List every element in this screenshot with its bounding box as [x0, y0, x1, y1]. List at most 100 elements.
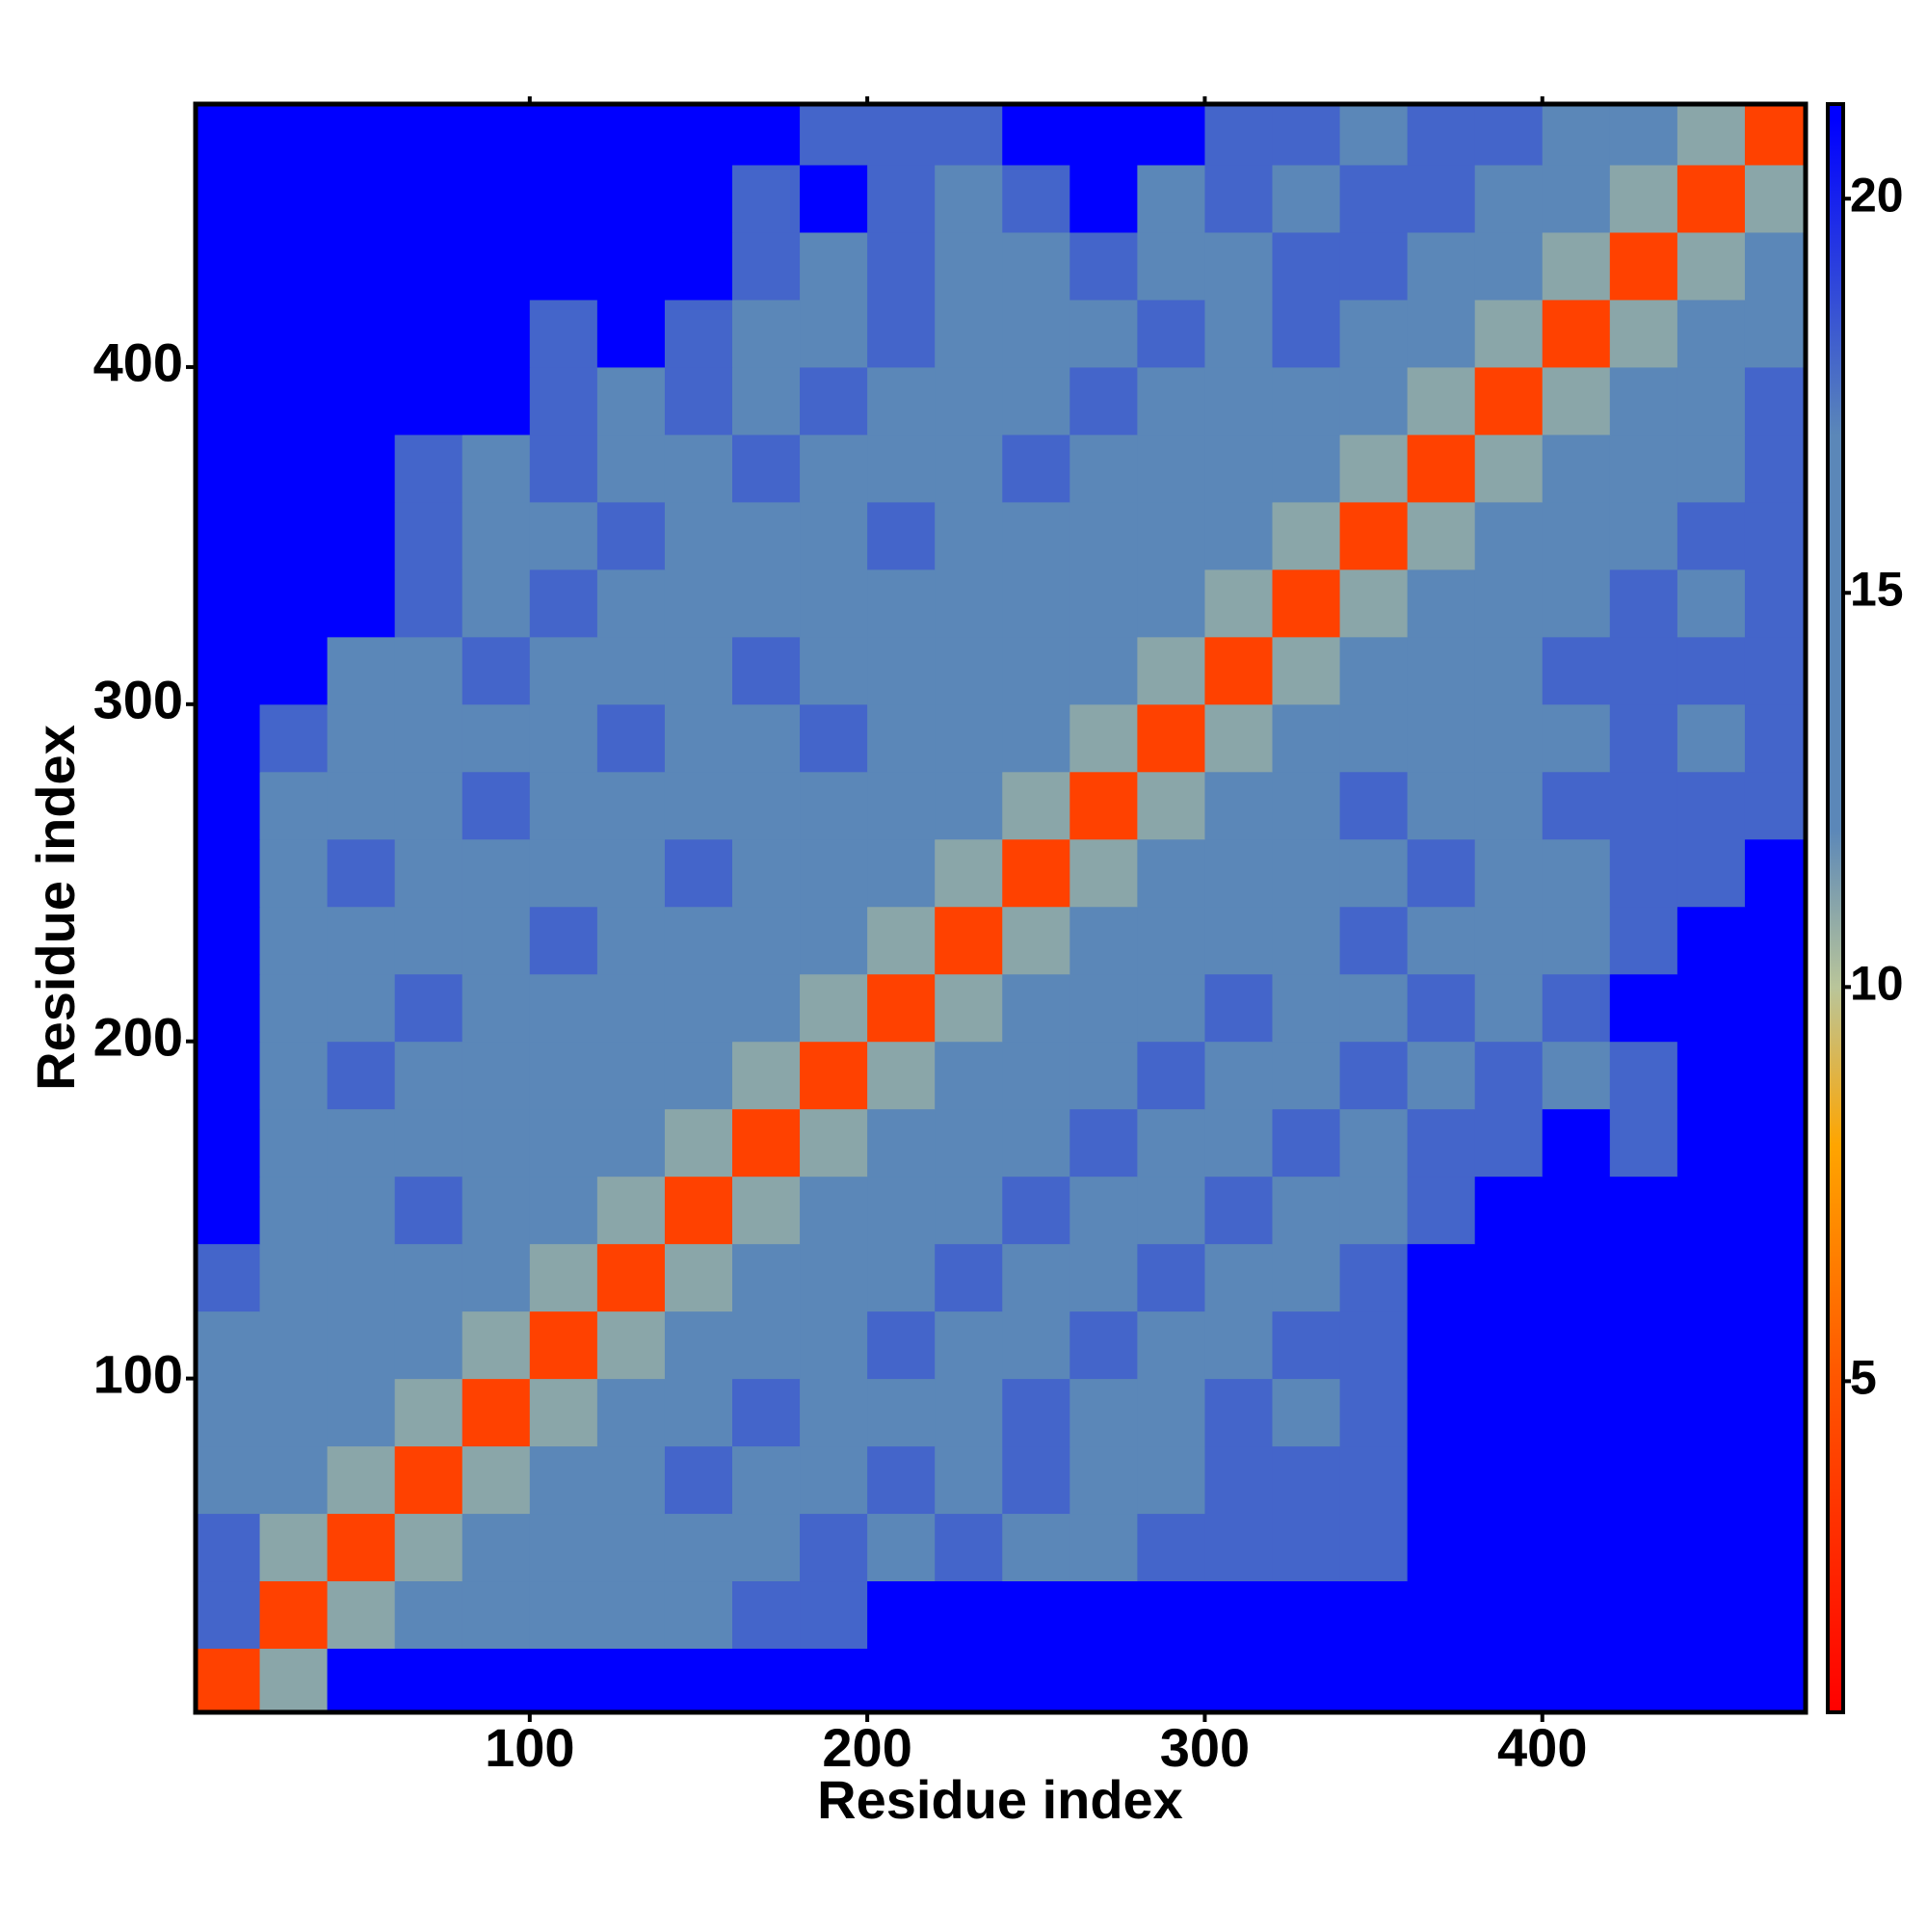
heatmap-cell	[196, 1580, 261, 1650]
heatmap-cell	[394, 104, 463, 166]
heatmap-cell	[1339, 104, 1409, 166]
heatmap-cell	[1272, 703, 1341, 773]
heatmap-cell	[935, 1445, 1003, 1515]
heatmap-cell	[935, 1041, 1003, 1110]
heatmap-cell	[1676, 1310, 1746, 1380]
heatmap-cell	[732, 366, 801, 436]
heatmap-cell	[596, 636, 666, 705]
heatmap-cell	[867, 299, 936, 368]
heatmap-cell	[462, 104, 531, 166]
heatmap-cell	[732, 434, 801, 503]
heatmap-cell	[596, 1310, 666, 1380]
heatmap-cell	[732, 1648, 801, 1712]
heatmap-cell	[1069, 164, 1138, 233]
heatmap-cell	[935, 1176, 1003, 1245]
heatmap-cell	[327, 231, 396, 301]
heatmap-cell	[529, 703, 598, 773]
heatmap-cell	[1542, 1310, 1611, 1380]
heatmap-cell	[596, 1378, 666, 1447]
heatmap-cell	[1339, 164, 1409, 233]
heatmap-cell	[664, 231, 733, 301]
heatmap-cell	[1474, 366, 1544, 436]
heatmap-cell	[935, 1648, 1003, 1712]
heatmap-cell	[1676, 366, 1746, 436]
heatmap-cell	[1204, 104, 1274, 166]
heatmap-cell	[664, 1108, 733, 1178]
heatmap-cell	[1407, 1310, 1476, 1380]
heatmap-cell	[1407, 1513, 1476, 1582]
heatmap-cell	[664, 636, 733, 705]
heatmap-cell	[1204, 1648, 1274, 1712]
heatmap-cell	[259, 1310, 329, 1380]
heatmap-cell	[732, 231, 801, 301]
heatmap-cell	[732, 569, 801, 638]
heatmap-cell	[1474, 906, 1544, 975]
heatmap-cell	[462, 1176, 531, 1245]
heatmap-cell	[1272, 501, 1341, 570]
heatmap-cell	[1676, 1176, 1746, 1245]
heatmap-cell	[394, 1513, 463, 1582]
heatmap-cell	[1137, 434, 1205, 503]
heatmap-cell	[1272, 569, 1341, 638]
heatmap-cell	[394, 299, 463, 368]
heatmap-cell	[664, 501, 733, 570]
heatmap-cell	[196, 973, 261, 1043]
heatmap-cell	[1272, 1513, 1341, 1582]
heatmap-cell	[196, 231, 261, 301]
heatmap-cell	[1474, 1648, 1544, 1712]
heatmap-cell	[867, 104, 936, 166]
heatmap-cell	[327, 1243, 396, 1312]
heatmap-cell	[394, 434, 463, 503]
heatmap-cell	[1407, 1648, 1476, 1712]
heatmap-cell	[1609, 1243, 1678, 1312]
heatmap-cell	[259, 1176, 329, 1245]
heatmap-cell	[1272, 1580, 1341, 1650]
heatmap-cell	[1407, 1580, 1476, 1650]
heatmap-cell	[1069, 299, 1138, 368]
heatmap-cell	[1137, 1648, 1205, 1712]
heatmap-cell	[327, 1648, 396, 1712]
heatmap-cell	[462, 299, 531, 368]
heatmap-cell	[1002, 1041, 1070, 1110]
heatmap-cell	[1609, 973, 1678, 1043]
heatmap-cell	[935, 1243, 1003, 1312]
heatmap-cell	[196, 569, 261, 638]
heatmap-cell	[1744, 231, 1806, 301]
heatmap-cell	[259, 1041, 329, 1110]
heatmap-cell	[1339, 434, 1409, 503]
heatmap-cell	[1137, 569, 1205, 638]
heatmap-cell	[1137, 906, 1205, 975]
heatmap-cell	[1474, 1445, 1544, 1515]
heatmap-cell	[596, 434, 666, 503]
heatmap-cell	[1204, 838, 1274, 908]
heatmap-cell	[1002, 299, 1070, 368]
heatmap-cell	[1407, 1108, 1476, 1178]
heatmap-cell	[867, 973, 936, 1043]
heatmap-cell	[1204, 703, 1274, 773]
y-tick-label: 200	[93, 1007, 183, 1068]
heatmap-cell	[394, 1648, 463, 1712]
heatmap-cell	[596, 1580, 666, 1650]
heatmap-cell	[1137, 636, 1205, 705]
heatmap-cell	[1609, 1513, 1678, 1582]
heatmap-cell	[1744, 1243, 1806, 1312]
heatmap-cell	[1339, 1648, 1409, 1712]
heatmap-cell	[800, 1648, 868, 1712]
heatmap-cell	[1002, 703, 1070, 773]
heatmap-cell	[394, 1378, 463, 1447]
heatmap-cell	[259, 1445, 329, 1515]
heatmap-cell	[867, 1648, 936, 1712]
heatmap-cell	[1339, 569, 1409, 638]
heatmap-cell	[1676, 231, 1746, 301]
heatmap-cell	[1069, 104, 1138, 166]
heatmap-cell	[1339, 1580, 1409, 1650]
heatmap-cell	[867, 1310, 936, 1380]
heatmap-cell	[529, 164, 598, 233]
heatmap-cell	[259, 366, 329, 436]
heatmap-cell	[1002, 569, 1070, 638]
heatmap-cell	[1609, 906, 1678, 975]
heatmap-cell	[1474, 1176, 1544, 1245]
heatmap-cell	[1339, 1513, 1409, 1582]
heatmap-cell	[1002, 231, 1070, 301]
heatmap-cell	[1474, 1041, 1544, 1110]
